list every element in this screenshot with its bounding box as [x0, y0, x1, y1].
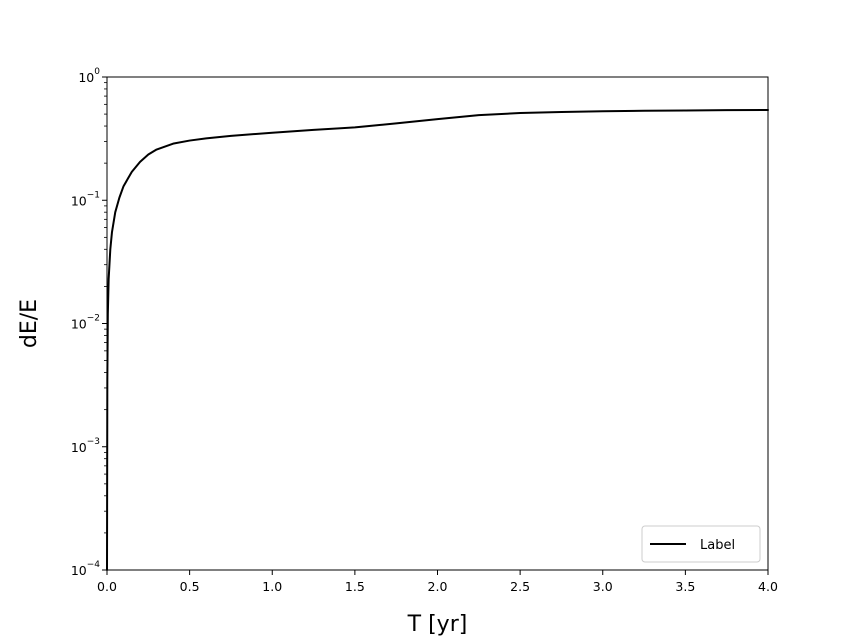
plot-area [106, 108, 769, 571]
y-tick-label: 10 [71, 193, 87, 208]
y-tick-label: 10 [71, 440, 87, 455]
y-tick-base: 10 [71, 317, 87, 332]
y-tick-exponent: −4 [87, 560, 101, 570]
axis-ticks: 0.0 0.5 1.0 1.5 2.0 2.5 3.0 3.5 4.010 −410 −310 −21… [71, 67, 778, 594]
y-tick-label: 10 [71, 563, 87, 578]
axes-frame [106, 76, 769, 571]
x-tick-label: 1.0 [262, 579, 282, 594]
legend-box [641, 525, 761, 563]
x-tick-label: 1.5 [345, 579, 365, 594]
y-axis-label: dE/E [17, 299, 42, 348]
legend-label: Label [700, 538, 735, 553]
x-tick-label: 2.0 [428, 579, 448, 594]
y-tick-exponent: −2 [87, 314, 100, 324]
y-tick-base: 10 [71, 563, 87, 578]
y-tick-base: 10 [71, 193, 87, 208]
y-tick-base: 10 [78, 70, 94, 85]
series-line-0 [106, 108, 769, 571]
x-tick-label: 4.0 [758, 579, 778, 594]
x-tick-label: 0.5 [180, 579, 200, 594]
y-tick-exponent: −3 [87, 437, 100, 447]
y-tick-base: 10 [71, 440, 87, 455]
y-tick-exponent: −1 [87, 190, 100, 200]
y-tick-exponent: 0 [94, 67, 100, 77]
x-tick-label: 3.0 [593, 579, 613, 594]
y-tick-label: 10 [71, 317, 87, 332]
x-tick-label: 0.0 [97, 579, 117, 594]
x-tick-label: 3.5 [675, 579, 695, 594]
x-tick-label: 2.5 [510, 579, 530, 594]
y-tick-label: 10 [78, 70, 94, 85]
legend: Label [641, 525, 761, 563]
x-axis-label: T [yr] [407, 612, 468, 637]
